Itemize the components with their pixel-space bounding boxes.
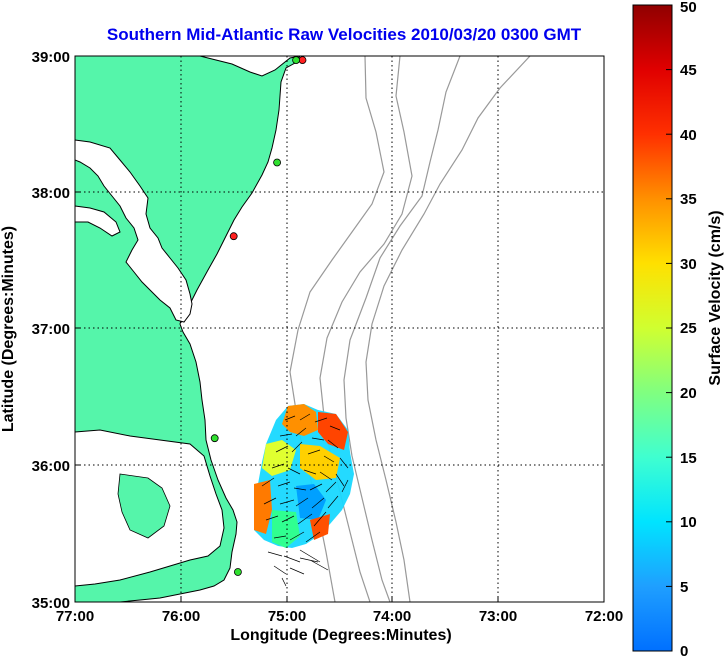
- colorbar-tick: 15: [680, 450, 697, 467]
- radar-stations: [210, 56, 307, 576]
- x-tick-label: 73:00: [479, 608, 517, 625]
- radar-station-marker: [298, 56, 307, 64]
- colorbar-tick: 40: [680, 127, 697, 144]
- y-axis-title: Latitude (Degrees:Minutes): [0, 226, 17, 432]
- y-tick-label: 38:00: [32, 185, 70, 202]
- colorbar-gradient: [632, 4, 673, 652]
- x-axis: 77:00 76:00 75:00 74:00 73:00 72:00 Long…: [56, 596, 623, 644]
- y-tick-label: 35:00: [32, 595, 70, 612]
- grid-lines: [75, 56, 604, 602]
- radar-station-marker: [233, 568, 242, 576]
- y-tick-label: 37:00: [32, 321, 70, 338]
- colorbar-tick: 30: [680, 256, 697, 273]
- x-tick-label: 74:00: [373, 608, 411, 625]
- x-axis-title: Longitude (Degrees:Minutes): [230, 627, 451, 644]
- colorbar-tick: 25: [680, 320, 697, 337]
- y-axis: 39:00 38:00 37:00 36:00 35:00 Latitude (…: [0, 49, 81, 612]
- plot-area: 77:00 76:00 75:00 74:00 73:00 72:00 Long…: [0, 49, 623, 644]
- y-tick-label: 39:00: [32, 49, 70, 66]
- radar-station-marker: [292, 56, 301, 64]
- chesapeake-bay: [75, 139, 193, 323]
- colorbar-tick: 20: [680, 385, 697, 402]
- colorbar-tick: 45: [680, 62, 697, 79]
- colorbar-tick: 35: [680, 191, 697, 208]
- radar-station-marker: [273, 158, 282, 167]
- x-tick-label: 72:00: [585, 608, 623, 625]
- colorbar-label: Surface Velocity (cm/s): [707, 210, 724, 385]
- colorbar: 0 5 10 15 20 25 30 35 40 45 50 Surface V…: [632, 0, 724, 659]
- radar-station-marker: [210, 434, 219, 443]
- colorbar-tick: 5: [680, 579, 688, 596]
- colorbar-tick: 50: [680, 0, 697, 16]
- plot-title: Southern Mid-Atlantic Raw Velocities 201…: [107, 25, 582, 44]
- x-tick-label: 75:00: [268, 608, 306, 625]
- x-tick-label: 76:00: [162, 608, 200, 625]
- y-tick-label: 36:00: [32, 458, 70, 475]
- colorbar-tick: 0: [680, 643, 688, 659]
- radar-station-marker: [229, 232, 238, 241]
- x-tick-label: 77:00: [56, 608, 94, 625]
- colorbar-tick: 10: [680, 514, 697, 531]
